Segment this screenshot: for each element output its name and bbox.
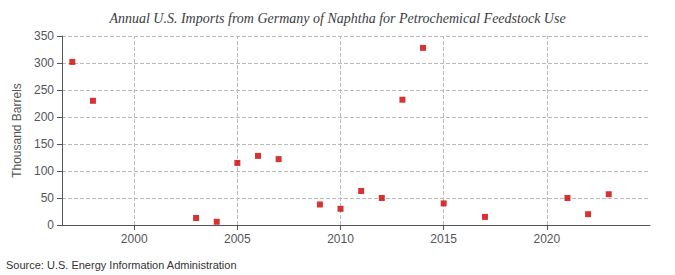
svg-text:2010: 2010 [327, 232, 354, 246]
svg-text:2005: 2005 [224, 232, 251, 246]
svg-text:0: 0 [47, 218, 54, 232]
svg-text:250: 250 [34, 83, 54, 97]
svg-text:2000: 2000 [121, 232, 148, 246]
svg-text:50: 50 [41, 191, 55, 205]
svg-text:Thousand Barrels: Thousand Barrels [10, 83, 24, 178]
svg-text:100: 100 [34, 164, 54, 178]
svg-text:150: 150 [34, 137, 54, 151]
svg-text:2020: 2020 [533, 232, 560, 246]
svg-text:300: 300 [34, 56, 54, 70]
svg-text:Annual U.S. Imports from Germa: Annual U.S. Imports from Germany of Naph… [108, 11, 565, 26]
svg-text:2015: 2015 [430, 232, 457, 246]
svg-text:350: 350 [34, 29, 54, 43]
svg-text:Source: U.S. Energy Informatio: Source: U.S. Energy Information Administ… [6, 259, 237, 271]
svg-text:200: 200 [34, 110, 54, 124]
